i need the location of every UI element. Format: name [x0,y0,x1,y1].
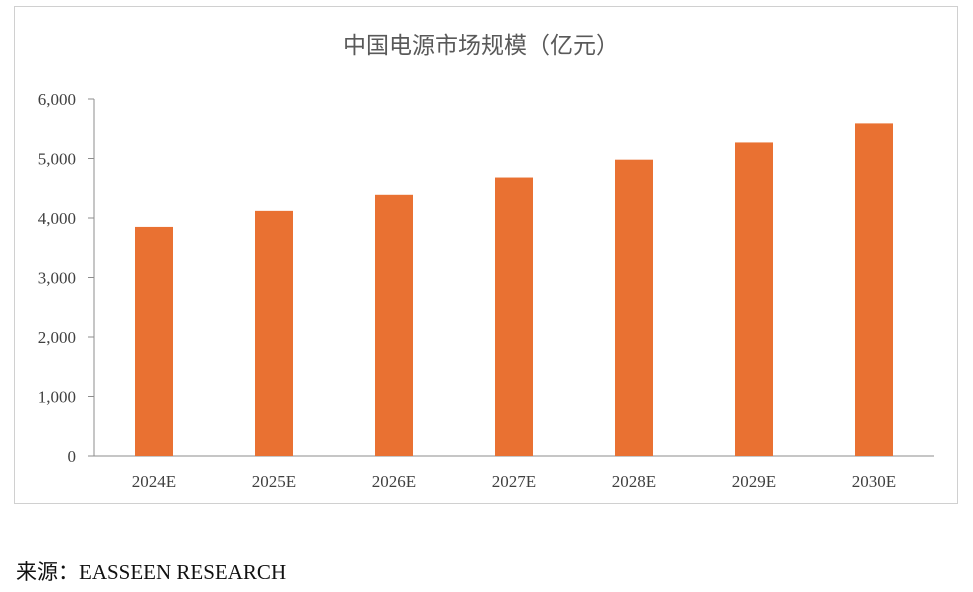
source-note: 来源：EASSEEN RESEARCH [16,560,287,584]
bar [855,123,893,457]
x-tick-label: 2024E [132,472,176,491]
y-tick-label: 1,000 [38,388,76,407]
bar [615,159,653,456]
y-tick-label: 4,000 [38,209,76,228]
bar [495,177,533,457]
x-axis: 2024E 2025E 2026E 2027E 2028E 2029E 2030E [94,455,934,491]
y-tick-label: 0 [68,447,77,466]
chart-frame: 中国电源市场规模（亿元） 0 1,000 2,000 3,000 4,000 5,000 6… [14,6,958,504]
x-tick-label: 2028E [612,472,656,491]
bar [735,142,773,456]
y-tick-label: 2,000 [38,328,76,347]
y-axis: 0 1,000 2,000 3,000 4,000 5,000 6,000 [38,90,95,466]
bar-series [135,123,893,457]
y-tick-label: 6,000 [38,90,76,109]
x-tick-label: 2026E [372,472,416,491]
chart-title: 中国电源市场规模（亿元） [343,33,619,58]
bar [375,194,413,457]
x-tick-label: 2025E [252,472,296,491]
bar [135,226,173,456]
x-tick-label: 2030E [852,472,896,491]
y-tick-label: 3,000 [38,269,76,288]
y-tick-label: 5,000 [38,150,76,169]
x-tick-label: 2029E [732,472,776,491]
bar [255,210,293,456]
bar-chart: 中国电源市场规模（亿元） 0 1,000 2,000 3,000 4,000 5,000 6… [38,33,934,491]
x-tick-label: 2027E [492,472,536,491]
